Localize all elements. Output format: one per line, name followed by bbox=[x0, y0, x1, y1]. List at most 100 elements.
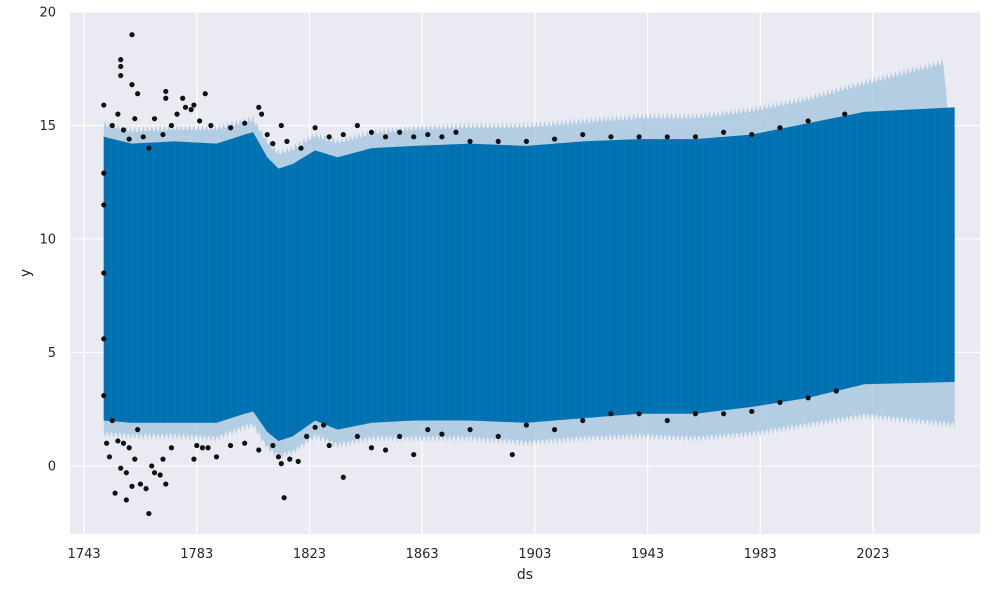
observed-point bbox=[146, 510, 152, 517]
observed-point bbox=[104, 440, 110, 446]
observed-point bbox=[275, 454, 282, 460]
observed-point bbox=[208, 122, 214, 129]
observed-point bbox=[106, 454, 113, 460]
observed-point bbox=[135, 427, 141, 433]
observed-point bbox=[354, 433, 360, 440]
observed-point bbox=[213, 454, 220, 460]
observed-point bbox=[439, 134, 445, 140]
observed-point bbox=[256, 104, 262, 110]
observed-point bbox=[382, 447, 389, 453]
observed-point bbox=[242, 120, 248, 126]
observed-point bbox=[129, 82, 135, 88]
observed-point bbox=[227, 125, 234, 131]
observed-point bbox=[163, 88, 169, 95]
observed-point bbox=[112, 490, 118, 496]
observed-point bbox=[664, 417, 670, 424]
observed-point bbox=[120, 127, 127, 133]
observed-point bbox=[551, 427, 558, 433]
observed-point bbox=[749, 408, 755, 415]
observed-point bbox=[721, 129, 727, 135]
x-tick-labels: 1743 1783 1823 1863 1903 1943 1983 2023 bbox=[68, 547, 890, 562]
observed-point bbox=[196, 118, 203, 124]
observed-point bbox=[278, 122, 284, 129]
observed-point bbox=[295, 458, 301, 464]
observed-point bbox=[721, 411, 727, 417]
y-tick-label: 10 bbox=[39, 232, 56, 247]
observed-point bbox=[242, 440, 248, 446]
observed-point bbox=[354, 122, 360, 129]
observed-point bbox=[191, 456, 197, 462]
observed-point bbox=[453, 129, 459, 135]
observed-point bbox=[256, 447, 262, 453]
observed-point bbox=[397, 433, 403, 440]
observed-point bbox=[320, 422, 327, 428]
observed-point bbox=[191, 102, 197, 108]
observed-point bbox=[101, 202, 107, 208]
observed-point bbox=[109, 417, 115, 424]
observed-point bbox=[340, 474, 346, 480]
observed-point bbox=[425, 131, 431, 138]
observed-point bbox=[397, 129, 403, 135]
observed-point bbox=[368, 129, 375, 135]
observed-point bbox=[143, 486, 149, 492]
y-tick-labels: 0 5 10 15 20 bbox=[39, 6, 56, 475]
observed-point bbox=[163, 481, 169, 487]
observed-point bbox=[174, 111, 180, 117]
observed-point bbox=[123, 470, 129, 476]
observed-point bbox=[287, 456, 293, 462]
y-tick-label: 0 bbox=[48, 459, 56, 474]
observed-point bbox=[151, 116, 158, 122]
observed-point bbox=[664, 134, 670, 140]
x-tick-label: 1743 bbox=[68, 547, 101, 562]
y-tick-label: 20 bbox=[39, 6, 56, 21]
observed-point bbox=[101, 392, 107, 399]
observed-point bbox=[340, 131, 346, 138]
observed-point bbox=[495, 433, 501, 440]
observed-point bbox=[118, 72, 124, 79]
observed-point bbox=[258, 111, 265, 117]
observed-point bbox=[523, 138, 530, 144]
observed-point bbox=[120, 440, 127, 446]
observed-point bbox=[163, 95, 169, 101]
observed-point bbox=[382, 134, 389, 140]
x-tick-label: 1983 bbox=[744, 547, 777, 562]
observed-point bbox=[692, 411, 699, 417]
observed-point bbox=[129, 483, 135, 489]
observed-point bbox=[126, 136, 132, 142]
observed-point bbox=[636, 134, 642, 140]
observed-points bbox=[101, 32, 848, 517]
x-tick-label: 1943 bbox=[631, 547, 664, 562]
observed-point bbox=[270, 141, 276, 147]
observed-point bbox=[160, 456, 166, 462]
observed-point bbox=[439, 431, 445, 437]
observed-point bbox=[168, 445, 175, 451]
observed-point bbox=[312, 424, 318, 430]
observed-point bbox=[278, 461, 284, 467]
observed-point bbox=[523, 422, 530, 428]
observed-point bbox=[123, 497, 129, 503]
y-axis-label: y bbox=[18, 269, 34, 277]
observed-point bbox=[101, 270, 107, 276]
observed-point bbox=[205, 445, 211, 451]
x-axis-label: ds bbox=[517, 567, 533, 583]
observed-point bbox=[118, 63, 124, 70]
observed-point bbox=[101, 336, 107, 342]
observed-point bbox=[805, 118, 811, 124]
observed-point bbox=[118, 465, 124, 471]
observed-point bbox=[270, 442, 276, 449]
observed-point bbox=[132, 116, 138, 122]
observed-point bbox=[115, 438, 121, 444]
observed-point bbox=[146, 145, 152, 151]
forecast-band bbox=[103, 107, 955, 441]
observed-point bbox=[199, 445, 206, 451]
observed-point bbox=[118, 57, 124, 63]
observed-point bbox=[326, 442, 332, 449]
observed-point bbox=[805, 395, 811, 401]
observed-point bbox=[411, 134, 417, 140]
observed-point bbox=[132, 456, 138, 462]
observed-point bbox=[227, 442, 234, 449]
observed-point bbox=[281, 495, 287, 501]
observed-point bbox=[312, 125, 318, 131]
observed-point bbox=[168, 122, 175, 129]
